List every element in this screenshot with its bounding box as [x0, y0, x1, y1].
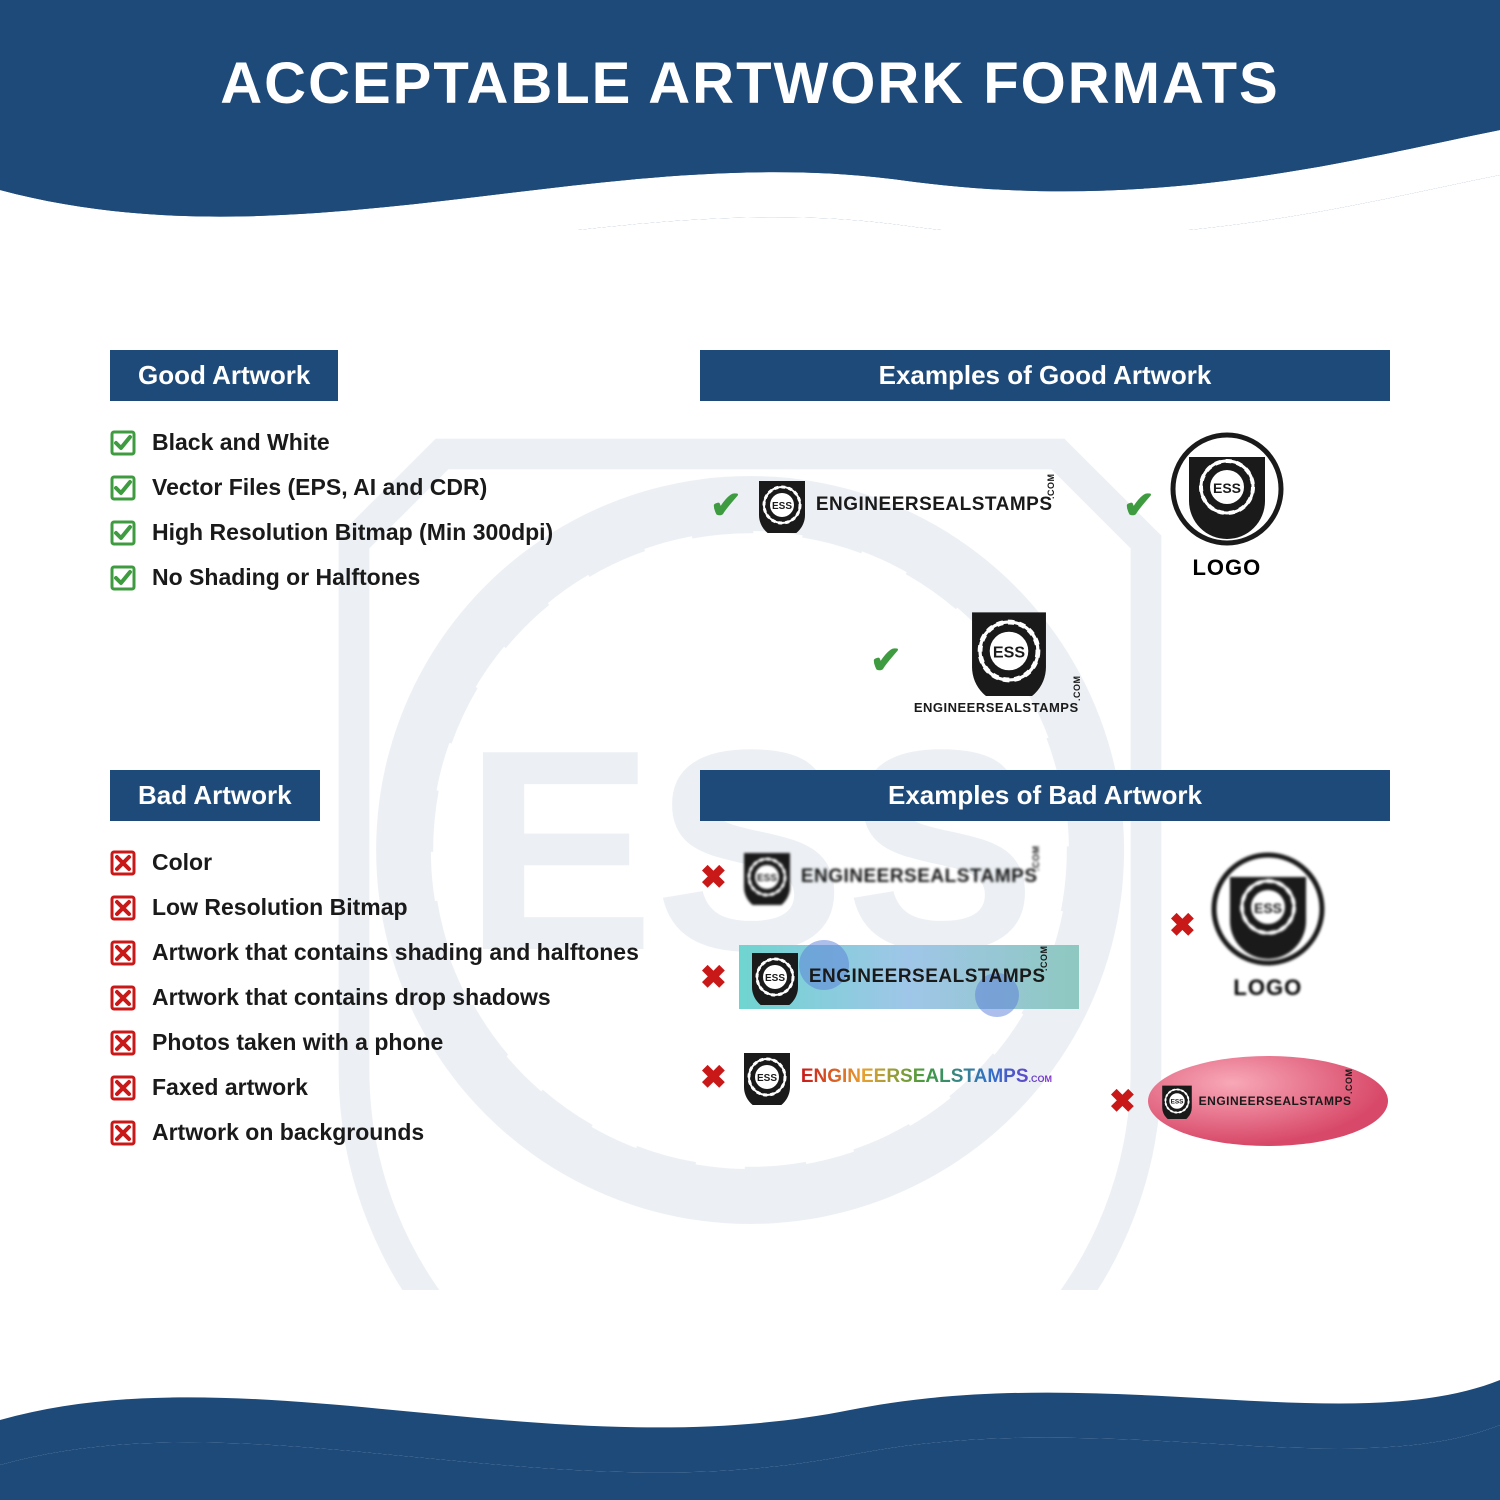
bad-examples-right: ✖ LOGO ✖ ENGINEERSEALSTAMPS.COM — [1109, 849, 1388, 1146]
bad-item: Color — [110, 849, 660, 876]
bad-examples-label: Examples of Bad Artwork — [700, 770, 1390, 821]
good-item: High Resolution Bitmap (Min 300dpi) — [110, 519, 660, 546]
bad-artwork-column: Bad Artwork Color Low Resolution Bitmap … — [110, 770, 660, 1164]
bad-examples-left: ✖ ENGINEERSEALSTAMPS.COM ✖ ENGINEERSEALS… — [700, 849, 1079, 1146]
check-icon — [110, 565, 136, 591]
bad-section-row: Bad Artwork Color Low Resolution Bitmap … — [110, 770, 1390, 1164]
x-icon — [110, 1120, 136, 1146]
logo-circle-icon — [1167, 429, 1287, 549]
bad-example-pink-oval: ✖ ENGINEERSEALSTAMPS.COM — [1109, 1056, 1388, 1146]
ess-logo-text: ENGINEERSEALSTAMPS.COM — [816, 494, 1078, 516]
ess-shield-icon — [964, 606, 1054, 696]
check-icon — [110, 475, 136, 501]
good-section-row: Good Artwork Black and White Vector File… — [110, 350, 1390, 715]
ess-logo-text: ENGINEERSEALSTAMPS.COM — [801, 866, 1063, 888]
bad-item: Low Resolution Bitmap — [110, 894, 660, 921]
logo-circle-blurry: LOGO — [1208, 849, 1328, 1001]
bad-item: Photos taken with a phone — [110, 1029, 660, 1056]
ess-logo-rainbow: ENGINEERSEALSTAMPS.COM — [739, 1049, 1052, 1105]
good-item-text: Vector Files (EPS, AI and CDR) — [152, 474, 487, 501]
bad-item-text: Photos taken with a phone — [152, 1029, 443, 1056]
bad-item-text: Artwork that contains shading and halfto… — [152, 939, 639, 966]
bad-artwork-label: Bad Artwork — [110, 770, 320, 821]
bad-example-blurry: ✖ ENGINEERSEALSTAMPS.COM — [700, 849, 1079, 905]
ess-logo-pink-oval: ENGINEERSEALSTAMPS.COM — [1148, 1056, 1388, 1146]
content-area: Good Artwork Black and White Vector File… — [110, 350, 1390, 1194]
ess-logo-on-background: ENGINEERSEALSTAMPS.COM — [739, 945, 1079, 1009]
good-artwork-column: Good Artwork Black and White Vector File… — [110, 350, 660, 609]
tick-icon: ✔ — [1123, 483, 1155, 528]
logo-circle-label: LOGO — [1233, 975, 1302, 1001]
ess-shield-icon — [747, 949, 803, 1005]
bad-example-rainbow: ✖ ENGINEERSEALSTAMPS.COM — [700, 1049, 1079, 1105]
bad-item-text: Color — [152, 849, 212, 876]
page-title: ACCEPTABLE ARTWORK FORMATS — [220, 50, 1279, 117]
good-item-text: Black and White — [152, 429, 330, 456]
bad-item: Artwork on backgrounds — [110, 1119, 660, 1146]
x-mark-icon: ✖ — [700, 858, 727, 896]
ess-shield-icon — [739, 1049, 795, 1105]
good-item: Vector Files (EPS, AI and CDR) — [110, 474, 660, 501]
ess-shield-icon — [739, 849, 795, 905]
x-mark-icon: ✖ — [700, 958, 727, 996]
bad-examples-column: Examples of Bad Artwork ✖ ENGINEERSEALST… — [700, 770, 1390, 1146]
logo-circle-label: LOGO — [1192, 555, 1261, 581]
ess-logo-text-rainbow: ENGINEERSEALSTAMPS.COM — [801, 1066, 1052, 1088]
good-item-text: High Resolution Bitmap (Min 300dpi) — [152, 519, 553, 546]
x-mark-icon: ✖ — [700, 1058, 727, 1096]
x-mark-icon: ✖ — [1169, 906, 1196, 944]
good-artwork-list: Black and White Vector Files (EPS, AI an… — [110, 429, 660, 591]
bad-item-text: Artwork on backgrounds — [152, 1119, 424, 1146]
bad-item: Artwork that contains shading and halfto… — [110, 939, 660, 966]
bad-item-text: Artwork that contains drop shadows — [152, 984, 551, 1011]
bad-item-text: Faxed artwork — [152, 1074, 308, 1101]
ess-logo-text: ENGINEERSEALSTAMPS.COM — [914, 700, 1104, 715]
check-icon — [110, 520, 136, 546]
good-item: No Shading or Halftones — [110, 564, 660, 591]
wave-top-decoration — [0, 130, 1500, 330]
ess-horizontal-logo: ENGINEERSEALSTAMPS.COM — [754, 477, 1078, 533]
ess-logo-blurry: ENGINEERSEALSTAMPS.COM — [739, 849, 1063, 905]
logo-circle-icon — [1208, 849, 1328, 969]
x-icon — [110, 1030, 136, 1056]
x-icon — [110, 895, 136, 921]
good-item-text: No Shading or Halftones — [152, 564, 420, 591]
x-icon — [110, 850, 136, 876]
bad-example-circle-blurry: ✖ LOGO — [1169, 849, 1328, 1001]
bad-item: Artwork that contains drop shadows — [110, 984, 660, 1011]
bad-item-text: Low Resolution Bitmap — [152, 894, 408, 921]
logo-circle: LOGO — [1167, 429, 1287, 581]
check-icon — [110, 430, 136, 456]
ess-shield-icon — [754, 477, 810, 533]
x-icon — [110, 1075, 136, 1101]
good-example-circle-logo: ✔ LOGO — [1123, 429, 1287, 581]
good-example-vertical-logo: ✔ ENGINEERSEALSTAMPS.COM — [870, 606, 1104, 715]
tick-icon: ✔ — [710, 483, 742, 528]
x-mark-icon: ✖ — [1109, 1082, 1136, 1120]
x-icon — [110, 985, 136, 1011]
good-examples-grid: ✔ ENGINEERSEALSTAMPS.COM ✔ LOGO ✔ — [700, 429, 1390, 715]
tick-icon: ✔ — [870, 638, 902, 683]
x-icon — [110, 940, 136, 966]
good-item: Black and White — [110, 429, 660, 456]
bad-example-colorbg: ✖ ENGINEERSEALSTAMPS.COM — [700, 945, 1079, 1009]
ess-logo-text: ENGINEERSEALSTAMPS.COM — [1199, 1094, 1377, 1108]
good-artwork-label: Good Artwork — [110, 350, 338, 401]
ess-logo-text: ENGINEERSEALSTAMPS.COM — [809, 966, 1071, 988]
bad-item: Faxed artwork — [110, 1074, 660, 1101]
ess-shield-icon — [1159, 1083, 1195, 1119]
good-examples-label: Examples of Good Artwork — [700, 350, 1390, 401]
good-example-horizontal-logo: ✔ ENGINEERSEALSTAMPS.COM — [710, 477, 1078, 533]
bad-examples-grid: ✖ ENGINEERSEALSTAMPS.COM ✖ ENGINEERSEALS… — [700, 849, 1390, 1146]
ess-vertical-logo: ENGINEERSEALSTAMPS.COM — [914, 606, 1104, 715]
wave-bottom-decoration — [0, 1320, 1500, 1500]
bad-artwork-list: Color Low Resolution Bitmap Artwork that… — [110, 849, 660, 1146]
good-examples-column: Examples of Good Artwork ✔ ENGINEERSEALS… — [700, 350, 1390, 715]
